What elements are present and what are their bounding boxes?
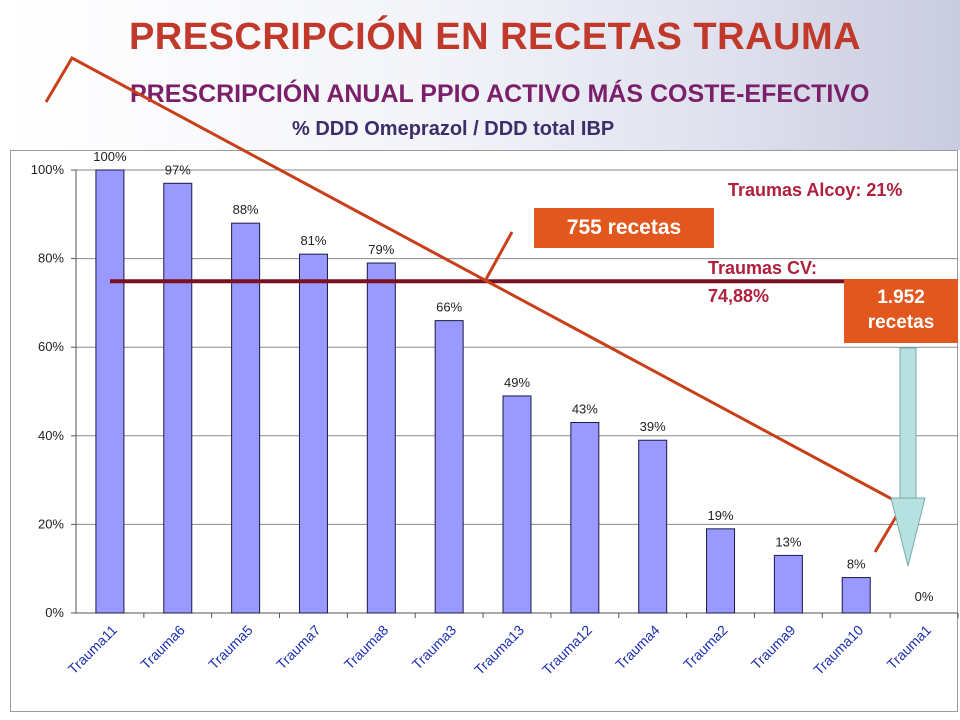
category-label: Trauma10 [810, 622, 866, 678]
category-label: Trauma11 [65, 622, 120, 677]
bar-trauma8 [366, 262, 396, 614]
metric-subtitle: % DDD Omeprazol / DDD total IBP [292, 118, 615, 140]
data-label: 97% [165, 162, 191, 177]
callout-1952-unit: recetas [867, 312, 935, 333]
data-label: 13% [775, 534, 801, 549]
data-label: 49% [504, 375, 530, 390]
y-tick-label: 40% [38, 428, 64, 443]
down-arrow-head [890, 497, 926, 567]
note-traumas-cv: Traumas CV: 74,88% [708, 254, 817, 310]
y-tick-label: 100% [31, 162, 65, 177]
data-label: 100% [93, 149, 127, 164]
callout-755-recetas: 755 recetas [534, 208, 714, 248]
bar-trauma12 [570, 422, 600, 614]
data-label: 79% [368, 242, 394, 257]
note-cv-label: Traumas CV: [708, 258, 818, 278]
header-background [0, 0, 960, 150]
category-label: Trauma7 [273, 622, 324, 673]
y-tick-label: 20% [38, 516, 64, 531]
data-label: 81% [300, 233, 326, 248]
data-label: 88% [233, 202, 259, 217]
category-label: Trauma3 [409, 622, 460, 673]
bar-trauma5 [231, 222, 261, 614]
data-label: 43% [572, 402, 598, 417]
category-label: Trauma6 [137, 622, 188, 673]
bar-trauma10 [841, 577, 871, 614]
callout-1952-recetas: 1.952 recetas [844, 279, 958, 343]
data-label: 0% [915, 589, 934, 604]
category-label: Trauma13 [471, 622, 527, 678]
category-label: Trauma12 [539, 622, 595, 678]
category-label: Trauma1 [884, 622, 935, 673]
category-label: Trauma8 [341, 622, 392, 673]
data-label: 19% [708, 508, 734, 523]
trend-tick-mark [483, 231, 514, 282]
bar-trauma3 [434, 320, 464, 614]
page-title: PRESCRIPCIÓN EN RECETAS TRAUMA [128, 16, 862, 58]
y-tick-label: 80% [38, 251, 64, 266]
category-label: Trauma9 [748, 622, 799, 673]
note-cv-value: 74,88% [708, 286, 770, 306]
bar-trauma13 [502, 395, 532, 614]
bar-trauma2 [706, 528, 736, 614]
data-label: 66% [436, 300, 462, 315]
bar-trauma7 [298, 253, 328, 614]
trend-line [44, 55, 904, 507]
note-traumas-alcoy: Traumas Alcoy: 21% [728, 180, 903, 200]
category-label: Trauma2 [680, 622, 731, 673]
category-label: Trauma4 [612, 622, 663, 673]
category-label: Trauma5 [205, 622, 256, 673]
callout-1952-number: 1.952 [877, 287, 925, 308]
data-label: 39% [640, 419, 666, 434]
bar-trauma6 [163, 182, 193, 614]
down-arrow-shaft [899, 347, 917, 499]
chart-subtitle: PRESCRIPCIÓN ANUAL PPIO ACTIVO MÁS COSTE… [130, 80, 870, 108]
y-tick-label: 0% [45, 605, 64, 620]
y-tick-label: 60% [38, 339, 64, 354]
bar-trauma4 [638, 439, 668, 614]
bar-trauma9 [773, 554, 803, 614]
bar-trauma11 [95, 169, 125, 614]
data-label: 8% [847, 557, 866, 572]
